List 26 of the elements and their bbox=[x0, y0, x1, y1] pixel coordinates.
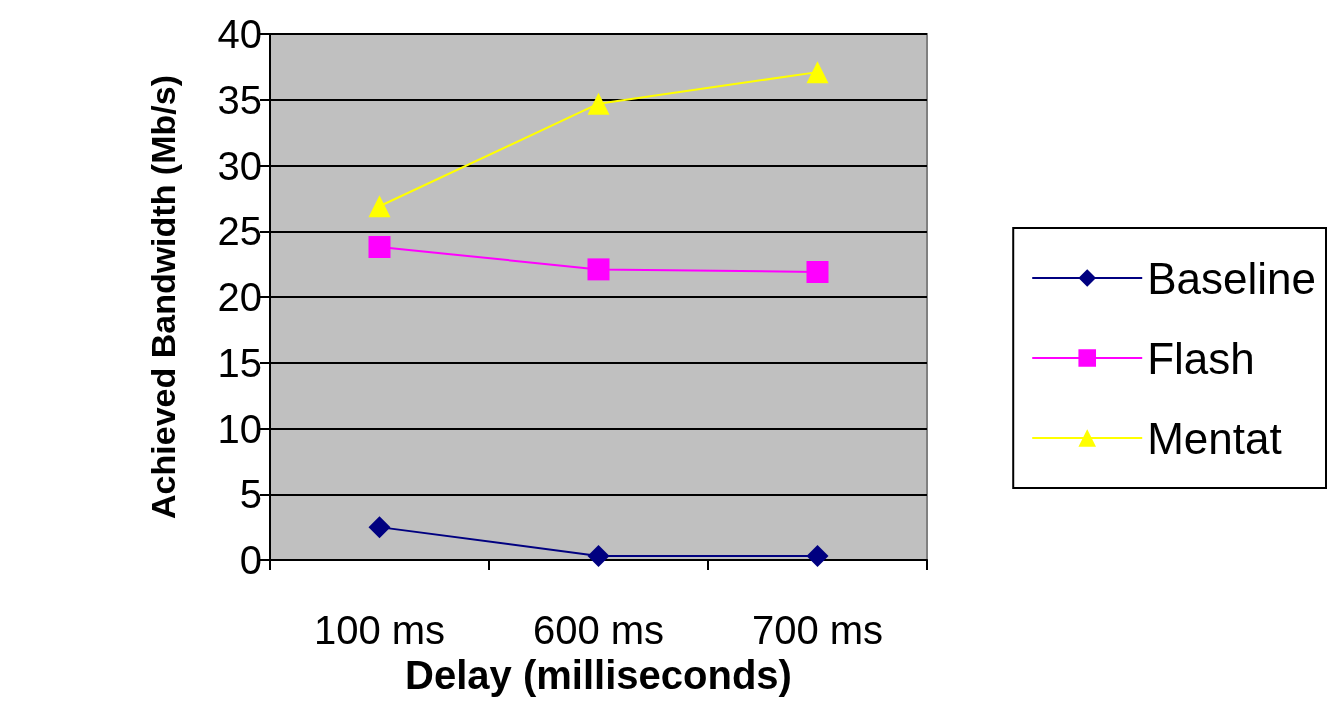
point bbox=[587, 258, 610, 281]
x-tick-label: 100 ms bbox=[313, 608, 446, 652]
y-tick-label: 10 bbox=[217, 406, 262, 451]
y-tick-label: 30 bbox=[217, 143, 262, 188]
y-tick-label: 5 bbox=[239, 472, 262, 517]
legend-label: Flash bbox=[1147, 333, 1255, 383]
legend-label: Mentat bbox=[1147, 413, 1282, 463]
point bbox=[368, 195, 391, 218]
point bbox=[806, 261, 829, 284]
point bbox=[368, 236, 391, 259]
point bbox=[806, 61, 829, 84]
y-tick-label: 0 bbox=[239, 538, 262, 582]
y-tick-label: 25 bbox=[217, 209, 262, 254]
y-axis-title: Achieved Bandwidth (Mb/s) bbox=[144, 75, 182, 519]
x-tick-label: 700 ms bbox=[751, 608, 884, 652]
x-axis-title: Delay (milliseconds) bbox=[405, 652, 792, 697]
y-tick-label: 20 bbox=[217, 275, 262, 319]
point bbox=[587, 92, 610, 115]
point bbox=[587, 545, 610, 568]
x-tick-label: 600 ms bbox=[532, 608, 665, 652]
y-tick-label: 40 bbox=[217, 12, 262, 56]
point bbox=[806, 545, 829, 568]
legend-label: Baseline bbox=[1147, 253, 1316, 303]
y-tick-label: 35 bbox=[217, 77, 262, 122]
point bbox=[368, 516, 391, 539]
y-tick-label: 15 bbox=[217, 340, 262, 385]
